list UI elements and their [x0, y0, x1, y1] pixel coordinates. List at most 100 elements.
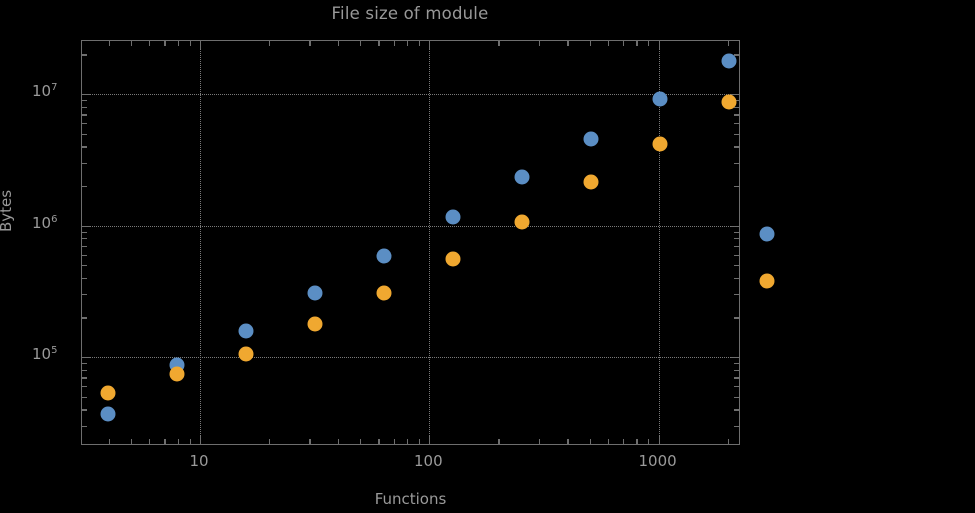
x-axis-minor-tick [727, 41, 729, 46]
x-axis-minor-tick [498, 41, 500, 46]
y-tick-mantissa: 10 [32, 82, 52, 100]
y-axis-minor-tick [82, 238, 87, 240]
data-point [514, 214, 530, 230]
y-axis-minor-tick [82, 396, 87, 398]
x-axis-minor-tick [130, 439, 133, 444]
y-axis-minor-tick [734, 363, 739, 365]
x-axis-minor-tick [189, 439, 191, 444]
y-axis-minor-tick [82, 185, 87, 188]
gridline-vertical [429, 41, 431, 444]
x-axis-minor-tick [498, 439, 500, 444]
y-axis-minor-tick [734, 162, 739, 164]
plot-area [81, 40, 740, 445]
y-axis-minor-tick [734, 185, 739, 188]
x-axis-minor-tick [360, 41, 362, 46]
x-axis-minor-tick [636, 41, 638, 46]
x-axis-minor-tick [360, 439, 362, 444]
gridline-horizontal [82, 357, 739, 358]
data-point [514, 169, 530, 185]
y-axis-minor-tick [82, 386, 87, 388]
y-axis-tick-label: 107 [32, 82, 57, 100]
x-axis-minor-tick [177, 41, 179, 46]
y-axis-minor-tick [734, 146, 739, 148]
x-axis-tick [658, 436, 660, 444]
x-axis-minor-tick [108, 439, 110, 444]
x-axis-minor-tick [418, 439, 420, 444]
x-axis-minor-tick [418, 41, 420, 46]
y-axis-minor-tick [734, 100, 739, 102]
x-axis-minor-tick [727, 439, 729, 444]
y-axis-tick [82, 94, 90, 96]
x-axis-minor-tick [269, 439, 271, 444]
y-axis-minor-tick [82, 100, 87, 102]
x-axis-minor-tick [149, 439, 151, 444]
y-axis-minor-tick [82, 265, 87, 267]
y-axis-minor-tick [82, 254, 87, 256]
data-point [583, 174, 599, 190]
y-axis-minor-tick [82, 106, 87, 108]
data-point [759, 226, 775, 242]
x-axis-minor-tick [164, 439, 166, 444]
y-tick-exponent: 7 [51, 82, 58, 93]
y-tick-mantissa: 10 [32, 213, 52, 232]
data-point [652, 91, 668, 107]
gridline-vertical [658, 41, 660, 444]
x-axis-tick-label: 10 [189, 452, 209, 470]
x-axis-minor-tick [393, 439, 395, 444]
y-axis-minor-tick [82, 133, 87, 135]
x-axis-minor-tick [338, 41, 340, 46]
y-axis-minor-tick [734, 294, 739, 296]
y-tick-exponent: 6 [51, 213, 58, 225]
data-point [238, 323, 254, 339]
gridline-vertical [200, 41, 201, 444]
y-axis-minor-tick [82, 231, 87, 233]
x-axis-minor-tick [567, 439, 569, 444]
y-axis-minor-tick [82, 123, 87, 125]
data-point [721, 53, 737, 69]
data-point [376, 248, 392, 264]
y-axis-minor-tick [734, 254, 739, 256]
y-axis-minor-tick [734, 409, 739, 411]
y-axis-tick-label: 105 [32, 345, 57, 363]
y-axis-minor-tick [82, 377, 87, 379]
y-tick-mantissa: 10 [32, 345, 52, 363]
x-axis-minor-tick [130, 41, 133, 46]
x-axis-title: Functions [374, 490, 447, 508]
data-point [652, 136, 668, 152]
x-axis-tick-label: 100 [413, 452, 443, 470]
x-axis-minor-tick [393, 41, 395, 46]
x-axis-minor-tick [589, 41, 591, 46]
gridline-horizontal [82, 225, 739, 227]
y-axis-minor-tick [734, 133, 739, 135]
x-axis-tick [429, 41, 431, 49]
y-axis-minor-tick [734, 123, 739, 125]
x-axis-minor-tick [538, 439, 540, 444]
x-axis-minor-tick [648, 41, 650, 46]
x-axis-minor-tick [407, 41, 409, 46]
y-axis-minor-tick [734, 265, 739, 267]
data-point [238, 346, 254, 362]
y-axis-tick [731, 225, 739, 227]
y-axis-title: Bytes [0, 189, 15, 232]
x-axis-minor-tick [648, 439, 650, 444]
x-axis-tick [429, 436, 431, 444]
y-axis-minor-tick [734, 317, 739, 319]
x-axis-minor-tick [407, 439, 409, 444]
x-axis-minor-tick [309, 439, 311, 444]
data-point [100, 385, 116, 401]
y-axis-minor-tick [734, 425, 739, 427]
y-axis-minor-tick [82, 146, 87, 148]
y-axis-minor-tick [734, 114, 739, 116]
y-axis-minor-tick [82, 277, 87, 280]
x-axis-minor-tick [189, 41, 191, 46]
y-axis-minor-tick [734, 54, 739, 56]
y-axis-minor-tick [82, 162, 87, 164]
y-axis-minor-tick [734, 245, 739, 248]
x-axis-minor-tick [623, 41, 625, 46]
y-axis-tick [731, 94, 739, 96]
y-axis-minor-tick [734, 106, 739, 108]
y-axis-tick [731, 357, 739, 359]
y-axis-minor-tick [734, 238, 739, 240]
x-axis-tick [658, 41, 660, 49]
